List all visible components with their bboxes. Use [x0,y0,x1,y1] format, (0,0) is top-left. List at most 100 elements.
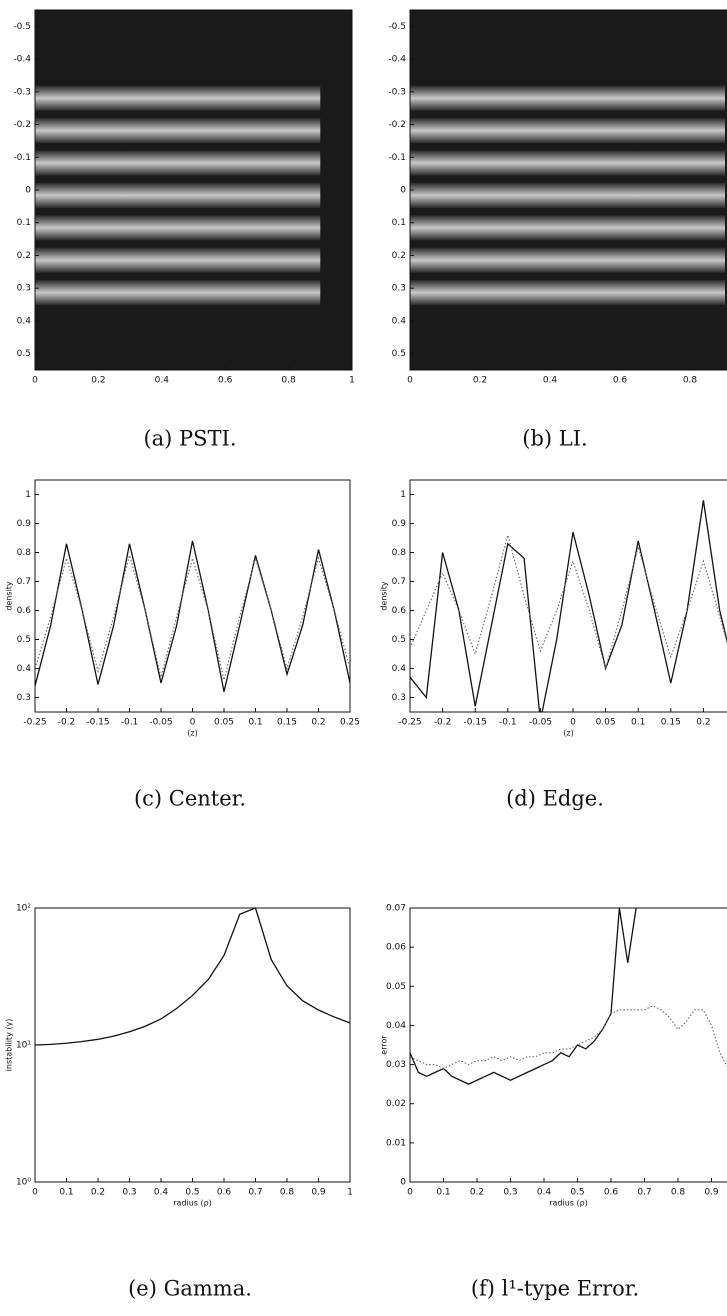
panel: -0.25 -0.2 -0.15 -0.1 -0.05 0 0.05 0.1 0.15 0.2 0.… [5,479,360,811]
x-tick-label: 0.6 [218,376,233,386]
y-tick-label: -0.4 [388,55,406,65]
y-axis-label: density [5,581,14,611]
x-tick-label: 0.7 [637,1188,651,1198]
x-tick-label: 0.2 [311,718,325,728]
line-series [410,908,637,1085]
y-tick-label: 0.2 [392,251,406,261]
y-tick-label: -0.3 [388,87,406,97]
y-tick-label: 0.06 [386,943,406,953]
y-tick-label: 0.1 [392,218,406,228]
image-stripe [35,118,321,144]
y-tick-label: 0.6 [17,606,32,616]
y-tick-label: 0.5 [392,349,406,359]
y-tick-label: 0.1 [17,218,31,228]
y-tick-label: 0 [400,186,406,196]
x-axis-label: (z) [563,729,573,738]
y-tick-label: 0.3 [17,693,31,703]
y-tick-label: -0.4 [13,55,31,65]
panel: -0.25 -0.2 -0.15 -0.1 -0.05 0 0.05 0.1 0.15 0.2 0.… [380,479,727,811]
y-tick-label: 0.9 [392,519,407,529]
x-tick-label: 0.3 [122,1188,136,1198]
y-tick-label: 10² [16,904,31,914]
x-tick-label: 0.4 [537,1188,552,1198]
x-tick-label: 0.2 [91,1188,105,1198]
x-axis-label: radius (ρ) [549,1199,588,1208]
x-tick-label: 0.05 [596,718,616,728]
panel: 0 0.1 0.2 0.3 0.4 0.5 0.6 0.7 0.8 0.9 0 0.01 0.02 0.0… [380,904,727,1301]
y-tick-label: 0 [25,186,31,196]
x-tick-label: 0.2 [470,1188,484,1198]
x-tick-label: 1 [349,376,355,386]
x-tick-label: 0.1 [248,718,262,728]
x-tick-label: 0.1 [436,1188,450,1198]
axes-box [409,479,727,713]
caption: (e) Gamma. [128,1277,252,1301]
y-tick-label: 10¹ [16,1041,31,1051]
x-tick-label: 0.15 [661,718,681,728]
line-series [35,540,350,692]
x-tick-label: 0.05 [214,718,234,728]
x-tick-label: 0 [570,718,576,728]
x-tick-label: 0 [407,1188,413,1198]
caption: (b) LI. [522,427,587,451]
x-tick-label: 0.7 [248,1188,262,1198]
y-tick-label: 0.2 [17,251,31,261]
line-series [35,908,350,1046]
x-tick-label: -0.2 [58,718,76,728]
x-tick-label: 0.5 [570,1188,584,1198]
y-axis-label: instability (γ) [5,1019,14,1072]
x-tick-label: 0 [190,718,196,728]
x-tick-label: -0.05 [149,718,172,728]
image-stripe [35,85,321,111]
image-stripe [35,280,321,306]
y-tick-label: 0.5 [17,635,31,645]
image-stripe [410,182,725,208]
y-tick-label: 0.7 [17,577,31,587]
x-tick-label: 0.8 [281,376,296,386]
y-tick-label: 0.8 [392,548,407,558]
image-stripe [410,247,725,273]
y-tick-label: 0.5 [17,349,31,359]
x-tick-label: 0.1 [631,718,645,728]
x-tick-label: 0.2 [473,376,487,386]
y-tick-label: 10⁰ [16,1178,31,1188]
x-tick-label: 0.25 [340,718,360,728]
x-tick-label: 0 [407,376,413,386]
y-axis-label: density [380,581,389,611]
image-stripe [410,215,725,241]
y-tick-label: 0.05 [386,982,406,992]
image-stripe [35,215,321,241]
x-tick-label: -0.2 [434,718,452,728]
y-tick-label: 0.6 [392,606,407,616]
x-tick-label: 0.8 [280,1188,295,1198]
caption: (d) Edge. [506,787,604,811]
y-tick-label: 0.04 [386,1021,406,1031]
x-tick-label: 0.1 [59,1188,73,1198]
y-tick-label: 0.01 [386,1138,406,1148]
y-tick-label: -0.1 [13,153,31,163]
x-tick-label: -0.05 [529,718,552,728]
y-tick-label: 0.03 [386,1060,406,1070]
x-tick-label: 0.2 [91,376,105,386]
x-tick-label: 0.15 [277,718,297,728]
axes-box [409,907,727,1183]
y-tick-label: 0.3 [17,284,31,294]
y-tick-label: 0.7 [392,577,406,587]
y-tick-label: 0.3 [392,693,406,703]
x-tick-label: 0 [32,1188,38,1198]
image-stripe [35,150,321,176]
y-tick-label: 0.4 [17,664,32,674]
y-axis-label: error [380,1035,389,1055]
image-stripe [35,247,321,273]
x-tick-label: -0.1 [499,718,517,728]
x-tick-label: 0.4 [155,376,170,386]
y-tick-label: 0.4 [392,316,407,326]
y-tick-label: 0 [400,1178,406,1188]
image-stripe [410,280,725,306]
x-tick-label: 0.6 [604,1188,619,1198]
y-tick-label: 0.4 [392,664,407,674]
panel: 0 0.2 0.4 0.6 0.8 1 -0.5 -0.4 -0.3 -0.2 -0.1 0 0.1 0.… [13,9,355,451]
y-tick-label: -0.2 [388,120,406,130]
x-tick-label: 0.5 [185,1188,199,1198]
image-stripe [410,118,725,144]
